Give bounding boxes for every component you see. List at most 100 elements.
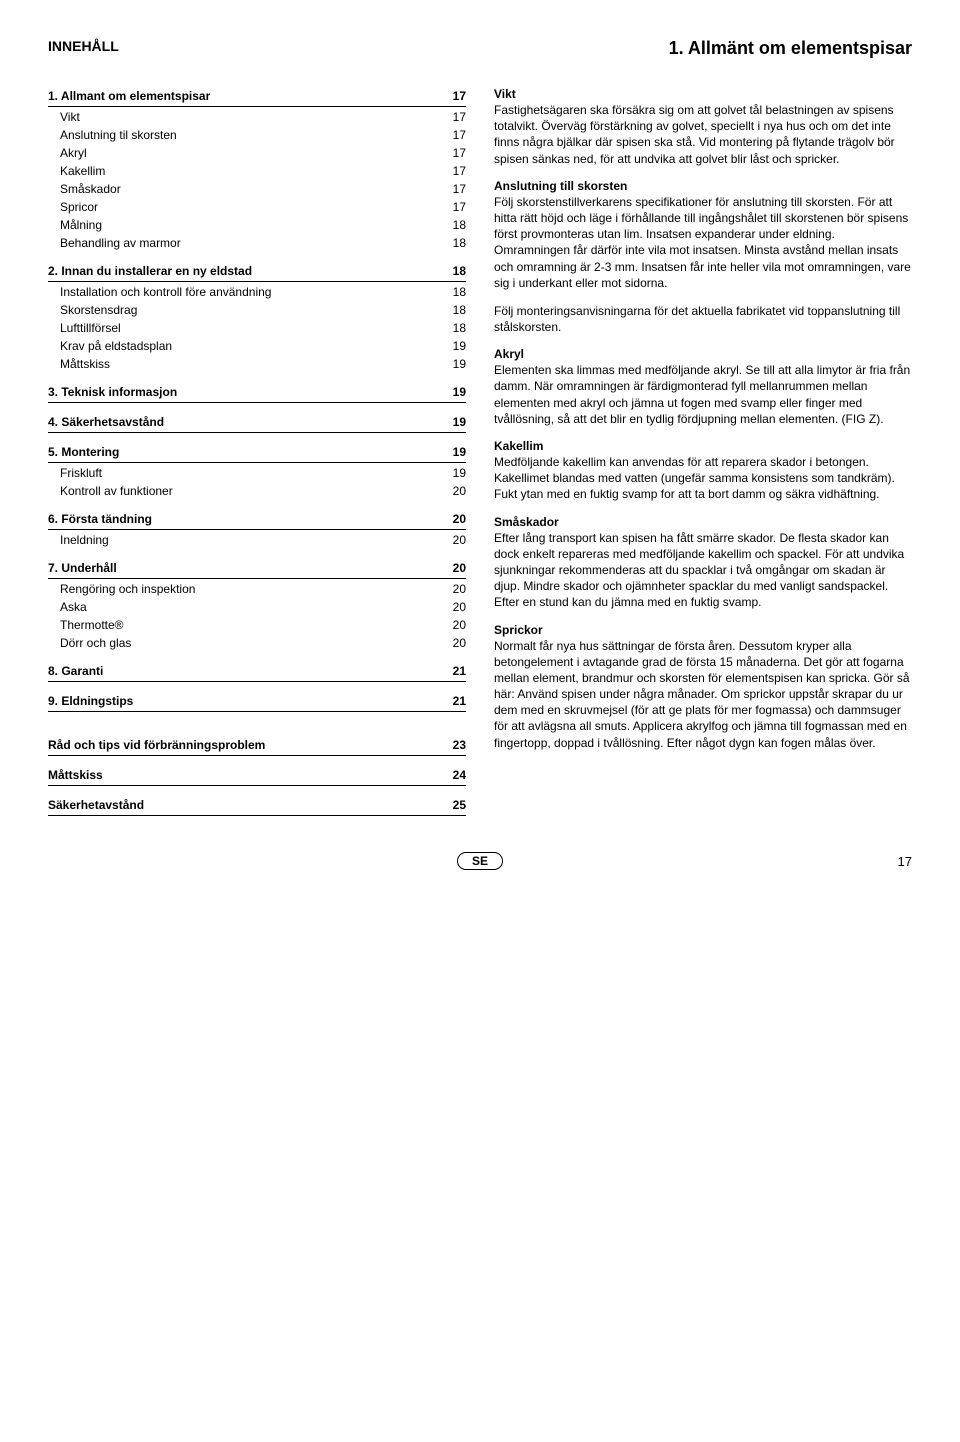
toc-item: Friskluft19 bbox=[48, 464, 466, 482]
toc-page: 18 bbox=[445, 283, 466, 301]
toc-page: 20 bbox=[445, 510, 466, 528]
toc-item: Ineldning20 bbox=[48, 531, 466, 549]
toc-label: Måttskiss bbox=[60, 355, 110, 373]
toc-section: 6. Första tändning 20 Ineldning20 bbox=[48, 510, 466, 549]
toc-label: Thermotte® bbox=[60, 616, 124, 634]
toc-label: Kontroll av funktioner bbox=[60, 482, 173, 500]
toc-page: 20 bbox=[445, 616, 466, 634]
toc-page: 19 bbox=[445, 413, 466, 431]
content-columns: 1. Allmant om elementspisar17Vikt17Anslu… bbox=[48, 87, 912, 826]
toc-item: Krav på eldstadsplan19 bbox=[48, 337, 466, 355]
paragraph-heading: Kakellim bbox=[494, 439, 912, 453]
right-column: ViktFastighetsägaren ska försäkra sig om… bbox=[494, 87, 912, 826]
toc-page: 25 bbox=[445, 796, 466, 814]
toc-item: Kakellim 17 bbox=[48, 162, 466, 180]
toc-label: Anslutning til skorsten bbox=[60, 126, 177, 144]
toc-section: 9. Eldningstips 21 bbox=[48, 692, 466, 712]
toc-section: 1. Allmant om elementspisar17Vikt17Anslu… bbox=[48, 87, 466, 252]
toc-section: 5. Montering19Friskluft19Kontroll av fun… bbox=[48, 443, 466, 500]
toc-label: 9. Eldningstips bbox=[48, 692, 133, 710]
toc-section-header: 6. Första tändning 20 bbox=[48, 510, 466, 530]
paragraph-heading: Vikt bbox=[494, 87, 912, 101]
toc-label: Spricor bbox=[60, 198, 98, 216]
toc-section-header: 3. Teknisk informasjon19 bbox=[48, 383, 466, 403]
toc-extra-header: Måttskiss24 bbox=[48, 766, 466, 786]
language-badge: SE bbox=[457, 852, 503, 870]
table-of-contents: 1. Allmant om elementspisar17Vikt17Anslu… bbox=[48, 87, 466, 712]
toc-item: Dörr och glas 20 bbox=[48, 634, 466, 652]
toc-page: 17 bbox=[445, 162, 466, 180]
toc-item: Lufttillförsel18 bbox=[48, 319, 466, 337]
toc-item: Småskador17 bbox=[48, 180, 466, 198]
toc-page: 19 bbox=[445, 443, 466, 461]
page-footer: SE 17 bbox=[48, 852, 912, 870]
toc-item: Rengöring och inspektion 20 bbox=[48, 580, 466, 598]
toc-label: Ineldning bbox=[60, 531, 109, 549]
toc-section-header: 9. Eldningstips 21 bbox=[48, 692, 466, 712]
toc-page: 18 bbox=[445, 262, 466, 280]
toc-section-header: 7. Underhåll 20 bbox=[48, 559, 466, 579]
left-column: 1. Allmant om elementspisar17Vikt17Anslu… bbox=[48, 87, 466, 826]
toc-section-header: 4. Säkerhetsavstånd 19 bbox=[48, 413, 466, 433]
toc-label: Aska bbox=[60, 598, 87, 616]
toc-label: Småskador bbox=[60, 180, 121, 198]
paragraph-heading: Småskador bbox=[494, 515, 912, 529]
toc-item: Skorstensdrag 18 bbox=[48, 301, 466, 319]
paragraph-heading: Sprickor bbox=[494, 623, 912, 637]
paragraph-body: Elementen ska limmas med medföljande akr… bbox=[494, 362, 912, 427]
toc-page: 17 bbox=[445, 108, 466, 126]
toc-page: 18 bbox=[445, 216, 466, 234]
toc-page: 18 bbox=[445, 301, 466, 319]
toc-page: 24 bbox=[445, 766, 466, 784]
toc-page: 19 bbox=[445, 337, 466, 355]
toc-extra-item: Råd och tips vid förbränningsproblem23 bbox=[48, 736, 466, 756]
toc-page: 20 bbox=[445, 559, 466, 577]
toc-item: Akryl 17 bbox=[48, 144, 466, 162]
toc-label: Akryl bbox=[60, 144, 87, 162]
toc-page: 17 bbox=[445, 144, 466, 162]
toc-extra-header: Råd och tips vid förbränningsproblem23 bbox=[48, 736, 466, 756]
toc-label: Behandling av marmor bbox=[60, 234, 181, 252]
toc-item: Behandling av marmor 18 bbox=[48, 234, 466, 252]
toc-page: 20 bbox=[445, 634, 466, 652]
section-title: 1. Allmänt om elementspisar bbox=[669, 38, 912, 59]
toc-item: Kontroll av funktioner 20 bbox=[48, 482, 466, 500]
toc-page: 17 bbox=[445, 87, 466, 105]
toc-label: Skorstensdrag bbox=[60, 301, 137, 319]
page-header: INNEHÅLL 1. Allmänt om elementspisar bbox=[48, 38, 912, 59]
toc-section: 7. Underhåll 20 Rengöring och inspektion 20… bbox=[48, 559, 466, 652]
toc-label: 8. Garanti bbox=[48, 662, 103, 680]
toc-section-header: 5. Montering19 bbox=[48, 443, 466, 463]
toc-label: Installation och kontroll före användnin… bbox=[60, 283, 271, 301]
toc-page: 19 bbox=[445, 355, 466, 373]
toc-item: Installation och kontroll före användnin… bbox=[48, 283, 466, 301]
toc-label: Kakellim bbox=[60, 162, 105, 180]
toc-item: Thermotte® 20 bbox=[48, 616, 466, 634]
toc-appendix: Råd och tips vid förbränningsproblem23 Må… bbox=[48, 736, 466, 816]
toc-label: Råd och tips vid förbränningsproblem bbox=[48, 736, 265, 754]
toc-label: Dörr och glas bbox=[60, 634, 131, 652]
toc-label: Friskluft bbox=[60, 464, 102, 482]
page-number: 17 bbox=[832, 854, 912, 869]
toc-section: 8. Garanti21 bbox=[48, 662, 466, 682]
toc-label: Rengöring och inspektion bbox=[60, 580, 195, 598]
toc-page: 20 bbox=[445, 580, 466, 598]
toc-extra-item: Säkerhetavstånd25 bbox=[48, 796, 466, 816]
toc-label: 7. Underhåll bbox=[48, 559, 117, 577]
toc-page: 19 bbox=[445, 383, 466, 401]
paragraph-heading: Anslutning till skorsten bbox=[494, 179, 912, 193]
toc-page: 21 bbox=[445, 692, 466, 710]
toc-page: 20 bbox=[445, 482, 466, 500]
toc-page: 20 bbox=[445, 598, 466, 616]
toc-label: 2. Innan du installerar en ny eldstad bbox=[48, 262, 252, 280]
toc-section-header: 2. Innan du installerar en ny eldstad 18 bbox=[48, 262, 466, 282]
toc-item: Spricor17 bbox=[48, 198, 466, 216]
toc-section-header: 8. Garanti21 bbox=[48, 662, 466, 682]
toc-label: 4. Säkerhetsavstånd bbox=[48, 413, 164, 431]
toc-extra-item: Måttskiss24 bbox=[48, 766, 466, 786]
paragraph-body: Följ skorstenstillverkarens specifikatio… bbox=[494, 194, 912, 291]
paragraph-body: Normalt får nya hus sättningar de första… bbox=[494, 638, 912, 751]
toc-section: 2. Innan du installerar en ny eldstad 18 I… bbox=[48, 262, 466, 373]
toc-page: 18 bbox=[445, 234, 466, 252]
toc-label: 6. Första tändning bbox=[48, 510, 152, 528]
